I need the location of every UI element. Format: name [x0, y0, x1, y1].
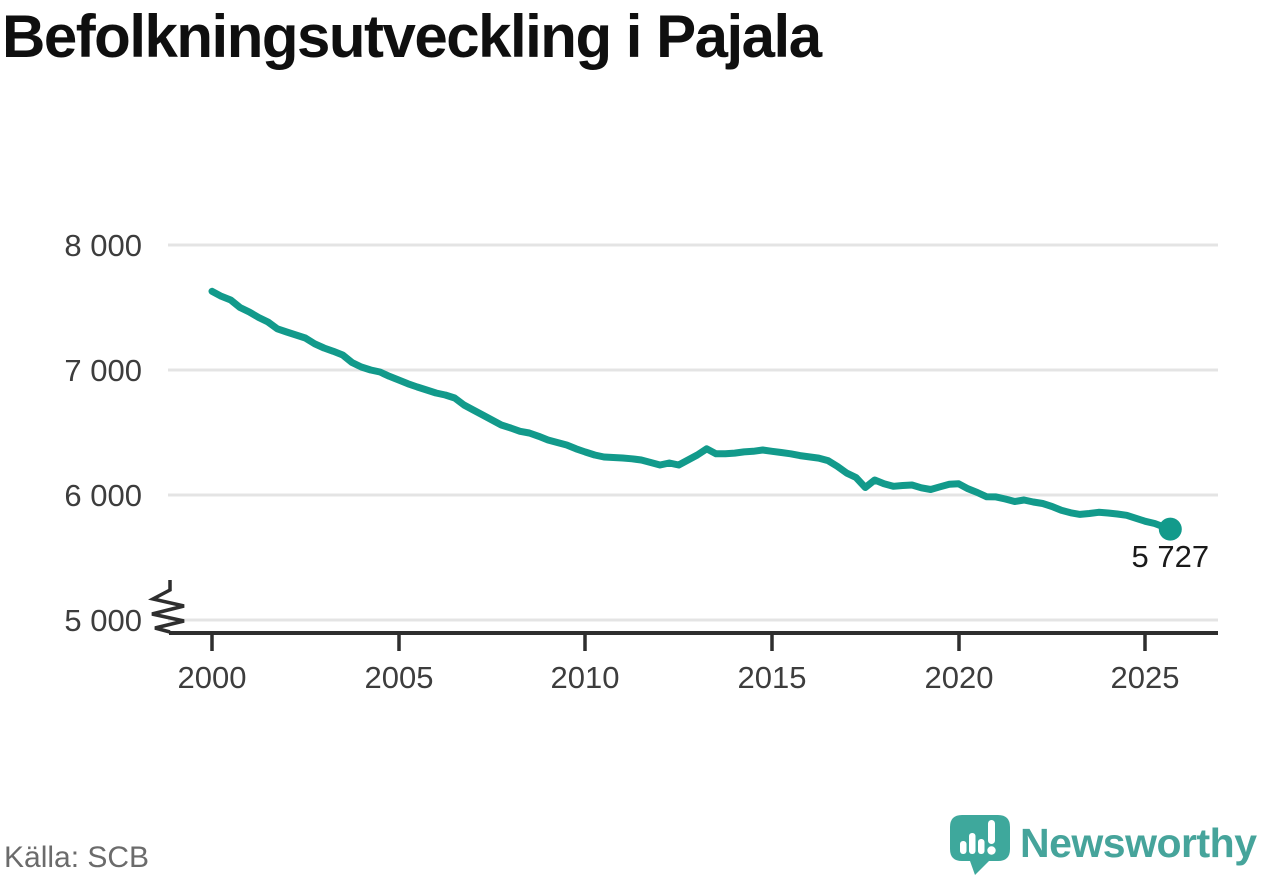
x-tick-label-2015: 2015 [738, 660, 807, 695]
end-value-label: 5 727 [1132, 539, 1210, 574]
y-tick-label-5000: 5 000 [64, 603, 142, 638]
y-axis-labels: 8 000 7 000 6 000 5 000 [64, 228, 142, 638]
x-axis-ticks [210, 633, 1147, 651]
y-tick-label-6000: 6 000 [64, 478, 142, 513]
x-tick-label-2020: 2020 [925, 660, 994, 695]
newsworthy-logo[interactable]: Newsworthy [946, 810, 1262, 876]
line-end-dot [1158, 517, 1182, 541]
y-tick-label-8000: 8 000 [64, 228, 142, 263]
newsworthy-logo-text: Newsworthy [1020, 820, 1257, 866]
x-tick-label-2000: 2000 [178, 660, 247, 695]
axis-break-icon [148, 580, 185, 634]
gridlines [168, 243, 1218, 622]
x-axis-labels: 2000 2005 2010 2015 2020 2025 [178, 660, 1180, 695]
y-tick-label-7000: 7 000 [64, 353, 142, 388]
population-line [208, 287, 1174, 533]
source-label: Källa: SCB [4, 841, 150, 874]
newsworthy-logo-icon [950, 815, 1010, 875]
x-tick-label-2010: 2010 [551, 660, 620, 695]
x-tick-label-2025: 2025 [1111, 660, 1180, 695]
chart-title: Befolkningsutveckling i Pajala [2, 3, 822, 70]
x-tick-label-2005: 2005 [365, 660, 434, 695]
logo-bar-chart-glyph [960, 820, 996, 855]
